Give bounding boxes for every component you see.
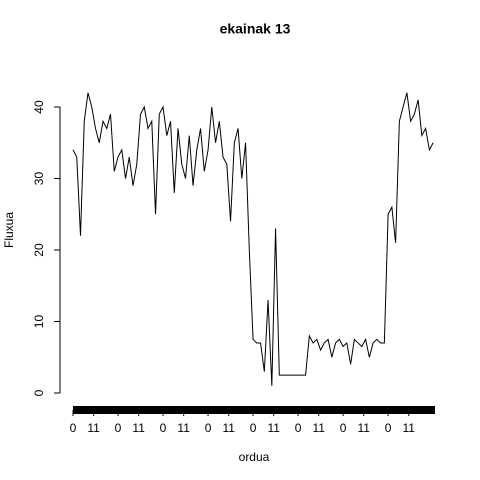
y-tick-label: 30 [32,172,46,186]
y-tick-label: 10 [32,315,46,329]
x-tick-label: 0 [250,421,257,435]
x-tick-label: 11 [87,421,100,435]
x-tick-label: 11 [132,421,145,435]
y-tick-label: 20 [32,243,46,257]
x-tick-label: 0 [115,421,122,435]
x-tick-label: 11 [267,421,280,435]
x-tick-label: 11 [357,421,370,435]
chart-title: ekainak 13 [220,21,291,37]
x-tick-label: 0 [340,421,347,435]
x-tick-label: 11 [222,421,235,435]
y-tick-label: 40 [32,100,46,114]
x-tick-label: 11 [403,421,416,435]
x-tick-label: 11 [177,421,190,435]
x-tick-label: 0 [160,421,167,435]
x-axis-bar [73,406,435,414]
x-tick-label: 0 [295,421,302,435]
x-axis-label: ordua [239,450,270,464]
x-tick-label: 11 [312,421,325,435]
data-line [72,92,434,386]
y-tick-label: 0 [32,389,46,396]
x-tick-label: 0 [205,421,212,435]
y-axis-label: Fluxua [2,212,16,248]
x-tick-label: 0 [70,421,77,435]
x-tick-label: 0 [385,421,392,435]
